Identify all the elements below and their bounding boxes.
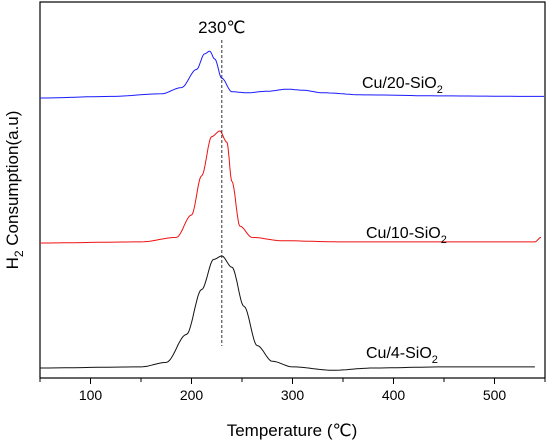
y-axis-title-sub: 2 bbox=[12, 250, 26, 257]
series-line bbox=[40, 130, 542, 244]
x-tick-label: 400 bbox=[382, 387, 406, 403]
plot-frame bbox=[39, 1, 546, 379]
series-label: Cu/20-SiO2 bbox=[362, 75, 443, 96]
x-axis-title: Temperature (℃) bbox=[227, 421, 358, 440]
series-labels: Cu/20-SiO2 Cu/10-SiO2 Cu/4-SiO2 bbox=[362, 75, 447, 366]
y-axis-title: H2 Consumption(a.u) bbox=[3, 111, 26, 270]
series-label: Cu/10-SiO2 bbox=[366, 225, 447, 246]
series-group bbox=[40, 50, 544, 371]
y-axis-title-main: H bbox=[3, 257, 22, 269]
series-label: Cu/4-SiO2 bbox=[366, 345, 438, 366]
y-axis-title-rest: Consumption(a.u) bbox=[3, 111, 22, 251]
x-tick-label: 500 bbox=[483, 387, 507, 403]
x-tick-label: 100 bbox=[79, 387, 103, 403]
series-line bbox=[40, 255, 535, 371]
x-tick-label: 200 bbox=[180, 387, 204, 403]
annotation-label: 230℃ bbox=[198, 18, 245, 37]
x-axis-tick-labels: 100 200 300 400 500 bbox=[79, 387, 507, 403]
series-line bbox=[40, 50, 544, 99]
x-axis-ticks bbox=[39, 378, 546, 384]
x-tick-label: 300 bbox=[281, 387, 305, 403]
